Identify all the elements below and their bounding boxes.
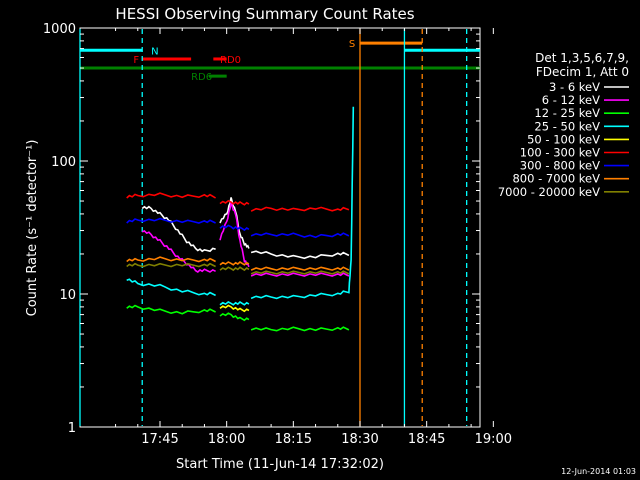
event-lines-layer: [79, 29, 468, 426]
series-line: [141, 229, 216, 274]
series-line: [250, 272, 350, 277]
x-tick-label: 18:00: [208, 432, 245, 447]
series-line: [219, 260, 250, 266]
legend-header: FDecim 1, Att 0: [536, 65, 629, 79]
series-line: [250, 270, 350, 275]
x-tick-label: 18:15: [275, 432, 312, 447]
x-tick-label: 18:45: [408, 432, 445, 447]
series-line: [126, 217, 216, 224]
mode-flags-layer: N F RD0 RD6 S: [80, 39, 480, 83]
legend: Det 1,3,5,6,7,9,FDecim 1, Att 03 - 6 keV…: [498, 51, 629, 199]
chart-title: HESSI Observing Summary Count Rates: [115, 5, 414, 23]
series-line: [219, 201, 250, 268]
legend-header: Det 1,3,5,6,7,9,: [535, 51, 629, 65]
y-axis-label: Count Rate (s⁻¹ detector⁻¹): [25, 140, 40, 317]
series-line: [219, 199, 250, 206]
y-tick-label: 1000: [43, 22, 76, 37]
axis-ticks-layer: 17:45 18:00 18:15 18:30 18:45 19:00 1 10 100 1000: [43, 22, 512, 447]
series-line: [126, 262, 216, 268]
legend-entry-label: 25 - 50 keV: [534, 119, 600, 133]
x-tick-label: 19:00: [475, 432, 512, 447]
x-tick-label: 18:30: [341, 432, 378, 447]
series-line: [219, 312, 250, 322]
x-tick-label: 17:45: [141, 432, 178, 447]
flag-label: RD6: [191, 72, 212, 83]
series-line: [219, 304, 250, 313]
series-line: [250, 232, 350, 239]
legend-entry-label: 50 - 100 keV: [527, 132, 600, 146]
series-line: [250, 250, 350, 260]
flag-label: F: [133, 55, 139, 66]
series-line: [219, 224, 250, 232]
series-line: [250, 106, 355, 300]
y-tick-label: 100: [51, 155, 76, 170]
legend-entry-label: 12 - 25 keV: [534, 106, 600, 120]
series-line: [250, 266, 350, 271]
series-line: [126, 192, 217, 199]
series-line: [141, 205, 216, 253]
x-axis-label: Start Time (11-Jun-14 17:32:02): [176, 457, 384, 472]
y-tick-label: 10: [59, 288, 76, 303]
legend-entry-label: 300 - 800 keV: [520, 159, 600, 173]
y-tick-label: 1: [68, 421, 76, 436]
legend-entry-label: 6 - 12 keV: [542, 93, 600, 107]
series-line: [126, 256, 216, 263]
legend-entry-label: 3 - 6 keV: [549, 80, 600, 94]
series-layer: [126, 106, 355, 332]
legend-entry-label: 800 - 7000 keV: [512, 172, 600, 186]
series-line: [219, 266, 250, 272]
series-line: [126, 304, 216, 315]
plot-frame: [79, 27, 481, 428]
series-line: [250, 326, 350, 332]
legend-entry-label: 100 - 300 keV: [520, 146, 600, 160]
series-line: [219, 197, 250, 249]
series-line: [126, 278, 216, 297]
series-line: [250, 206, 350, 212]
flag-label: N: [151, 46, 158, 57]
legend-entry-label: 7000 - 20000 keV: [498, 185, 600, 199]
series-line: [219, 300, 250, 306]
flag-label: S: [349, 39, 355, 50]
flag-label: RD0: [220, 55, 241, 66]
plot-timestamp: 12-Jun-2014 01:03: [561, 467, 636, 476]
